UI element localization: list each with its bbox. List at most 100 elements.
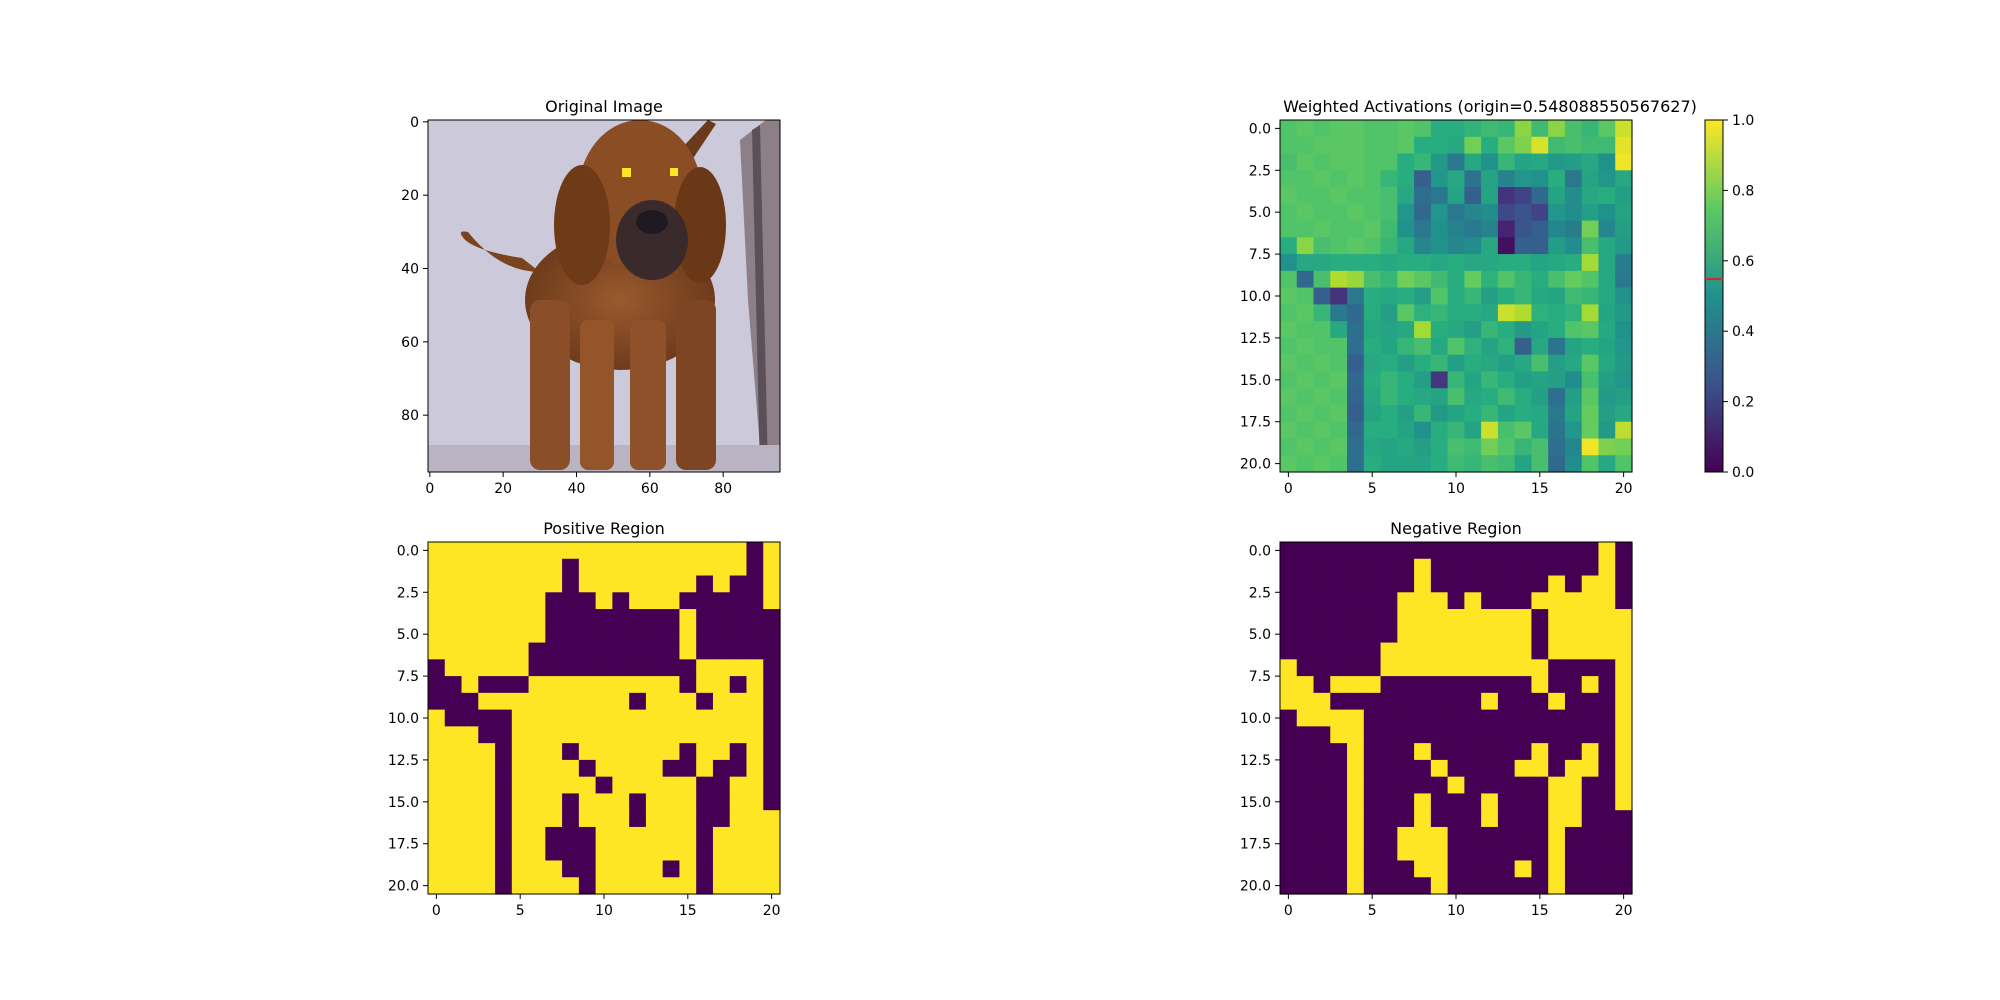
heatmap-cell [1414, 860, 1432, 878]
heatmap-cell [712, 709, 731, 727]
heatmap-cell [1564, 438, 1583, 456]
heatmap-cell [478, 592, 496, 610]
heatmap-cell [763, 759, 781, 778]
heatmap-cell [1447, 810, 1465, 828]
heatmap-cell [763, 558, 781, 577]
heatmap-cell [1581, 625, 1600, 644]
x-tick-label: 5 [516, 903, 525, 919]
heatmap-cell [1363, 321, 1382, 339]
heatmap-cell [1514, 810, 1533, 828]
heatmap-cell [1380, 220, 1398, 238]
heatmap-cell [1598, 759, 1616, 778]
heatmap-cell [1330, 270, 1348, 289]
heatmap-cell [1497, 642, 1516, 660]
heatmap-cell [1397, 575, 1415, 593]
heatmap-cell [545, 877, 563, 895]
heatmap-cell [1347, 826, 1365, 845]
heatmap-cell [645, 659, 664, 677]
heatmap-cell [1280, 438, 1298, 456]
heatmap-cell [1447, 220, 1465, 238]
heatmap-cell [428, 558, 446, 577]
heatmap-cell [1313, 592, 1331, 610]
heatmap-cell [1380, 810, 1398, 828]
heatmap-cell [562, 743, 580, 761]
y-tick-label: 10.0 [388, 711, 419, 727]
heatmap-cell [1615, 136, 1633, 155]
heatmap-cell [1380, 759, 1398, 778]
y-tick-label: 5.0 [1249, 627, 1271, 643]
heatmap-cell [1481, 592, 1499, 610]
negative-x-axis: 0 5 10 15 20 [1284, 894, 1633, 919]
heatmap-cell [1548, 810, 1566, 828]
heatmap-cell [1481, 843, 1499, 862]
heatmap-cell [1564, 759, 1583, 778]
heatmap-cell [746, 843, 764, 862]
heatmap-cell [679, 759, 697, 778]
heatmap-cell [545, 592, 563, 610]
heatmap-cell [1296, 354, 1315, 373]
heatmap-cell [1615, 404, 1633, 423]
y-tick-label: 0 [410, 115, 419, 131]
heatmap-cell [1464, 354, 1482, 373]
heatmap-cell [1280, 321, 1298, 339]
heatmap-cell [1330, 254, 1348, 272]
heatmap-cell [1514, 642, 1533, 660]
heatmap-cell [1330, 692, 1348, 711]
heatmap-cell [1497, 860, 1516, 878]
heatmap-cell [1447, 592, 1465, 610]
heatmap-cell [1514, 136, 1533, 155]
heatmap-cell [1380, 254, 1398, 272]
heatmap-cell [1380, 743, 1398, 761]
heatmap-cell [1564, 354, 1583, 373]
heatmap-cell [1581, 676, 1600, 694]
heatmap-cell [1330, 609, 1348, 627]
heatmap-cell [1296, 776, 1315, 795]
heatmap-cell [662, 709, 681, 727]
heatmap-cell [729, 659, 748, 677]
x-tick-label: 40 [568, 481, 586, 497]
heatmap-cell [1313, 843, 1331, 862]
heatmap-cell [1564, 220, 1583, 238]
heatmap-cell [428, 692, 446, 711]
heatmap-cell [679, 793, 697, 811]
heatmap-cell [1447, 337, 1465, 356]
heatmap-cell [1414, 843, 1432, 862]
heatmap-cell [528, 642, 546, 660]
heatmap-cell [1615, 726, 1633, 744]
heatmap-cell [1464, 826, 1482, 845]
heatmap-cell [1564, 743, 1583, 761]
heatmap-cell [578, 592, 597, 610]
heatmap-cell [1581, 575, 1600, 593]
heatmap-cell [1481, 388, 1499, 406]
heatmap-cell [1497, 120, 1516, 138]
heatmap-cell [629, 843, 647, 862]
heatmap-cell [1581, 187, 1600, 205]
heatmap-cell [1430, 759, 1449, 778]
heatmap-cell [1397, 337, 1415, 356]
heatmap-cell [562, 575, 580, 593]
heatmap-cell [1447, 354, 1465, 373]
heatmap-cell [444, 826, 463, 845]
heatmap-cell [578, 609, 597, 627]
heatmap-cell [1430, 843, 1449, 862]
heatmap-cell [1514, 692, 1533, 711]
heatmap-cell [1380, 153, 1398, 171]
heatmap-cell [1548, 354, 1566, 373]
weighted-x-axis: 0 5 10 15 20 [1284, 472, 1633, 497]
heatmap-cell [1363, 421, 1382, 440]
heatmap-cell [1313, 877, 1331, 895]
heatmap-cell [1363, 860, 1382, 878]
heatmap-cell [1330, 187, 1348, 205]
heatmap-cell [712, 826, 731, 845]
heatmap-cell [696, 542, 714, 560]
heatmap-cell [578, 692, 597, 711]
heatmap-cell [1581, 692, 1600, 711]
heatmap-cell [428, 877, 446, 895]
y-tick-label: 0.0 [1249, 121, 1271, 137]
heatmap-cell [1363, 170, 1382, 188]
heatmap-cell [1497, 421, 1516, 440]
heatmap-cell [1497, 709, 1516, 727]
heatmap-cell [1531, 826, 1549, 845]
heatmap-cell [495, 843, 513, 862]
heatmap-cell [1598, 203, 1616, 222]
